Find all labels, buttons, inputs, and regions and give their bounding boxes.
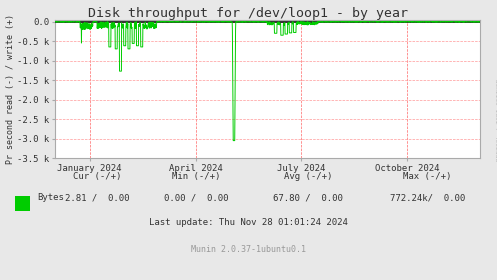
Y-axis label: Pr second read (-) / write (+): Pr second read (-) / write (+) (6, 14, 15, 164)
Text: Disk throughput for /dev/loop1 - by year: Disk throughput for /dev/loop1 - by year (88, 7, 409, 20)
Text: Bytes: Bytes (37, 193, 64, 202)
Text: Last update: Thu Nov 28 01:01:24 2024: Last update: Thu Nov 28 01:01:24 2024 (149, 218, 348, 227)
Text: Min (-/+): Min (-/+) (172, 172, 221, 181)
Text: RRDTOOL / TOBI OETIKER: RRDTOOL / TOBI OETIKER (496, 78, 497, 161)
Text: 772.24k/  0.00: 772.24k/ 0.00 (390, 193, 465, 202)
Text: 2.81 /  0.00: 2.81 / 0.00 (65, 193, 129, 202)
Text: Cur (-/+): Cur (-/+) (73, 172, 121, 181)
Text: 0.00 /  0.00: 0.00 / 0.00 (164, 193, 229, 202)
Text: Avg (-/+): Avg (-/+) (284, 172, 332, 181)
Text: Max (-/+): Max (-/+) (403, 172, 452, 181)
Text: Munin 2.0.37-1ubuntu0.1: Munin 2.0.37-1ubuntu0.1 (191, 245, 306, 254)
Text: 67.80 /  0.00: 67.80 / 0.00 (273, 193, 343, 202)
